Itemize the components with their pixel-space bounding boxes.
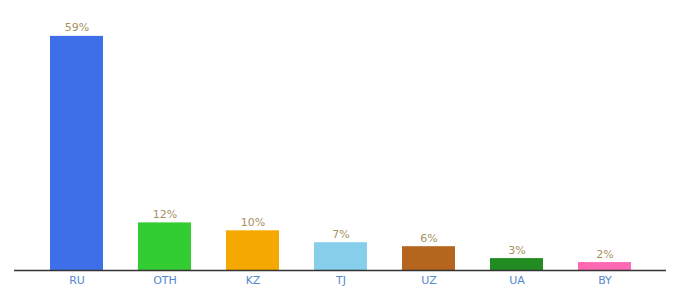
svg-text:TJ: TJ bbox=[335, 274, 346, 287]
svg-text:KZ: KZ bbox=[246, 274, 261, 287]
svg-text:UZ: UZ bbox=[421, 274, 437, 287]
svg-text:UA: UA bbox=[509, 274, 525, 287]
svg-text:BY: BY bbox=[598, 274, 612, 287]
svg-text:59%: 59% bbox=[65, 21, 89, 34]
svg-text:OTH: OTH bbox=[153, 274, 177, 287]
svg-text:3%: 3% bbox=[508, 244, 525, 257]
svg-text:10%: 10% bbox=[241, 216, 265, 229]
svg-text:RU: RU bbox=[69, 274, 85, 287]
svg-text:12%: 12% bbox=[153, 208, 177, 221]
svg-text:2%: 2% bbox=[596, 248, 613, 261]
svg-text:7%: 7% bbox=[332, 228, 349, 241]
svg-text:6%: 6% bbox=[420, 232, 437, 245]
